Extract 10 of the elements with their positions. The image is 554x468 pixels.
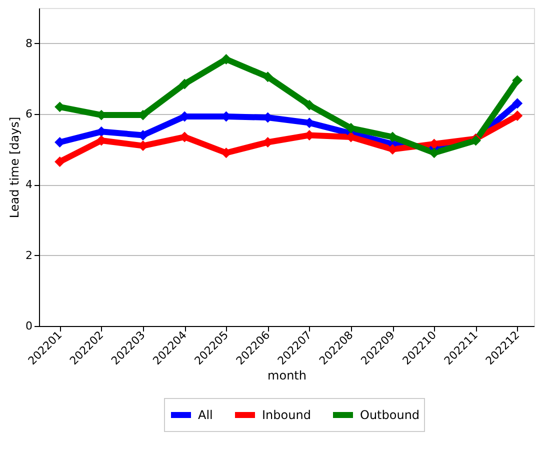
legend-label: Inbound: [262, 408, 311, 422]
y-tick-label: 4: [26, 178, 32, 192]
legend-label: All: [198, 408, 213, 422]
legend-label: Outbound: [360, 408, 420, 422]
y-axis-title: Lead time [days]: [8, 116, 22, 218]
y-tick-label: 2: [26, 248, 32, 262]
y-tick-label: 0: [26, 320, 32, 332]
y-tick-label: 6: [26, 108, 32, 120]
y-tick-label: 8: [26, 36, 32, 50]
x-axis-title: month: [268, 368, 306, 383]
